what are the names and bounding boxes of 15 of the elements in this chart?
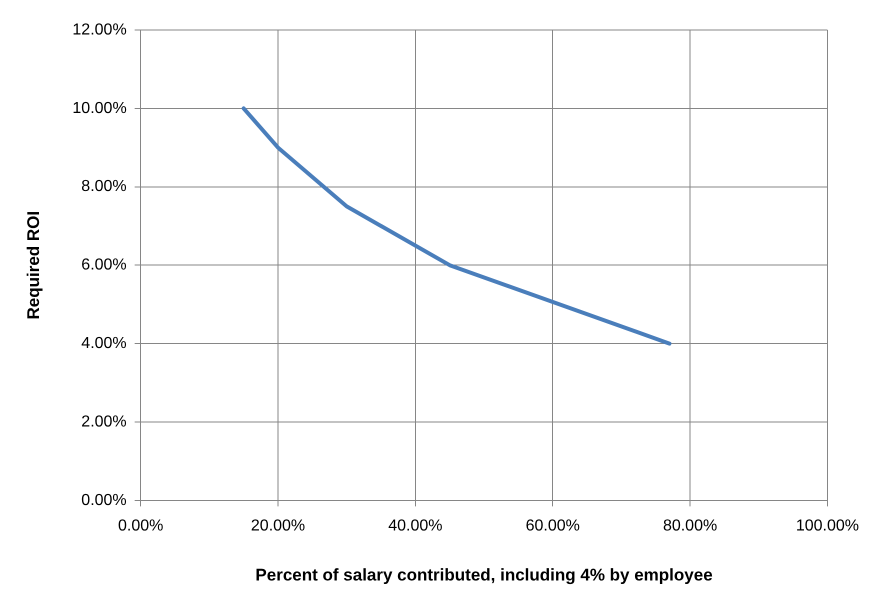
- x-tick-label: 80.00%: [662, 517, 718, 534]
- y-tick-label: 0.00%: [81, 492, 127, 509]
- y-tick-label: 2.00%: [81, 413, 127, 430]
- x-tick-label: 60.00%: [526, 517, 580, 534]
- x-tick-label: 0.00%: [118, 517, 164, 534]
- y-tick-label: 4.00%: [81, 335, 127, 352]
- x-tick-label: 40.00%: [388, 517, 442, 534]
- y-tick-label: 10.00%: [72, 100, 127, 117]
- y-tick-label: 12.00%: [72, 21, 127, 38]
- x-axis-title: Percent of salary contributed, including 4% by employee: [255, 565, 713, 584]
- y-tick-label: 8.00%: [81, 178, 127, 196]
- y-axis-title: Required ROI: [24, 210, 43, 320]
- x-tick-label: 100.00%: [796, 517, 860, 534]
- y-tick-label: 6.00%: [81, 256, 127, 274]
- x-tick-label: 20.00%: [250, 517, 306, 534]
